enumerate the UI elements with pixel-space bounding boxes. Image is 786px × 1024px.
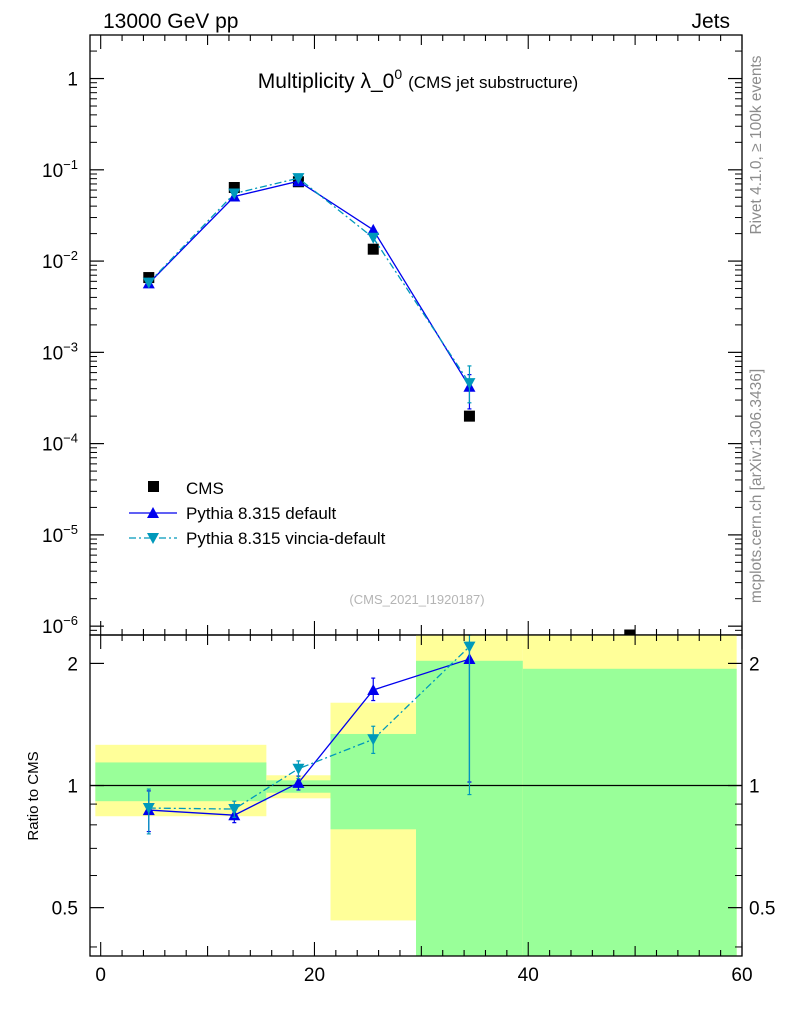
- x-tick-label: 0: [95, 965, 106, 986]
- ratio-point-pythia-8-315-vincia-default: [292, 763, 305, 775]
- x-tick-label: 60: [731, 965, 752, 986]
- main-y-tick-exponent: −4: [63, 431, 78, 446]
- main-title-text: Multiplicity λ_0: [258, 70, 395, 93]
- main-title-superscript: 0: [394, 66, 402, 82]
- x-tick-label: 20: [304, 965, 325, 986]
- main-y-tick-label: 10−2: [42, 248, 78, 273]
- main-y-tick-base: 10: [42, 161, 63, 182]
- main-y-tick-label: 10−3: [42, 339, 78, 364]
- ratio-point-pythia-8-315-vincia-default: [142, 803, 155, 815]
- legend-pythia-default-marker: [147, 507, 159, 518]
- data-point-pythia-8-315-vincia-default: [292, 173, 305, 185]
- legend-pythia-vincia-marker: [147, 533, 159, 544]
- uncertainty-band-green: [95, 762, 267, 802]
- main-y-tick-base: 10: [42, 343, 63, 364]
- ratio-plot-frame: [89, 634, 743, 957]
- data-point-pythia-8-315-default: [367, 223, 380, 235]
- legend-cms-marker: [148, 481, 159, 492]
- rivet-version-label: Rivet 4.1.0, ≥ 100k events: [748, 55, 765, 234]
- ratio-point-pythia-8-315-vincia-default: [367, 734, 380, 746]
- ratio-point-pythia-8-315-vincia-default: [463, 641, 476, 653]
- data-point-pythia-8-315-vincia-default: [142, 277, 155, 289]
- main-y-tick-exponent: −6: [63, 613, 78, 628]
- main-y-tick-base: 10: [42, 526, 63, 547]
- main-y-tick-label: 10−5: [42, 522, 78, 547]
- data-point-pythia-8-315-vincia-default: [367, 232, 380, 244]
- main-title: Multiplicity λ_00 (CMS jet substructure): [258, 66, 578, 93]
- data-point-pythia-8-315-vincia-default: [228, 188, 241, 200]
- legend-pythia-vincia-label: Pythia 8.315 vincia-default: [186, 529, 386, 548]
- analysis-watermark: (CMS_2021_I1920187): [349, 592, 484, 607]
- data-point-cms: [463, 410, 475, 422]
- legend-cms-label: CMS: [186, 479, 224, 498]
- data-point-cms: [367, 243, 379, 255]
- ratio-point-pythia-8-315-default: [292, 776, 305, 788]
- legend: CMS Pythia 8.315 default Pythia 8.315 vi…: [129, 479, 386, 548]
- data-point-pythia-8-315-vincia-default: [463, 378, 476, 390]
- ratio-point-pythia-8-315-vincia-default: [228, 804, 241, 816]
- main-y-tick-label: 10−4: [42, 431, 78, 456]
- ratio-y-tick-label-left: 2: [67, 654, 78, 675]
- main-title-subtitle: (CMS jet substructure): [408, 73, 578, 92]
- data-point-cms: [228, 182, 240, 194]
- ratio-y-tick-label-right: 1: [749, 777, 760, 798]
- series-line-pythia-8-315-default: [148, 180, 470, 388]
- uncertainty-band-green: [522, 668, 737, 956]
- legend-pythia-default-label: Pythia 8.315 default: [186, 504, 337, 523]
- main-y-tick-exponent: −5: [63, 522, 78, 537]
- main-y-tick-label: 10−1: [42, 157, 78, 182]
- x-tick-label: 40: [518, 965, 539, 986]
- ratio-panel: 0.5 0.5 1 1 2 2 0 20 40 60 Ratio to CMS: [25, 35, 775, 986]
- main-y-tick-label: 10−6: [42, 613, 78, 638]
- main-y-tick-label: 1: [67, 70, 78, 91]
- main-panel: Multiplicity λ_00 (CMS jet substructure) …: [42, 34, 743, 641]
- ratio-y-tick-label-right: 0.5: [749, 899, 775, 920]
- ratio-y-tick-label-left: 0.5: [52, 899, 78, 920]
- mcplots-reference-label: mcplots.cern.ch [arXiv:1306.3436]: [748, 369, 765, 603]
- main-y-tick-exponent: −3: [63, 339, 78, 354]
- ratio-y-tick-label-left: 1: [67, 777, 78, 798]
- main-y-tick-exponent: −1: [63, 157, 78, 172]
- main-y-tick-base: 10: [42, 252, 63, 273]
- series-line-pythia-8-315-vincia-default: [148, 177, 470, 384]
- header-right-label: Jets: [691, 10, 730, 33]
- main-y-tick-base: 10: [42, 617, 63, 638]
- main-y-tick-base: 10: [42, 435, 63, 456]
- ratio-y-tick-label-right: 2: [749, 654, 760, 675]
- main-y-tick-base: 1: [67, 70, 78, 91]
- header-left-label: 13000 GeV pp: [103, 10, 238, 33]
- ratio-y-axis-label: Ratio to CMS: [25, 751, 42, 840]
- main-y-tick-exponent: −2: [63, 248, 78, 263]
- ratio-point-pythia-8-315-default: [367, 683, 380, 695]
